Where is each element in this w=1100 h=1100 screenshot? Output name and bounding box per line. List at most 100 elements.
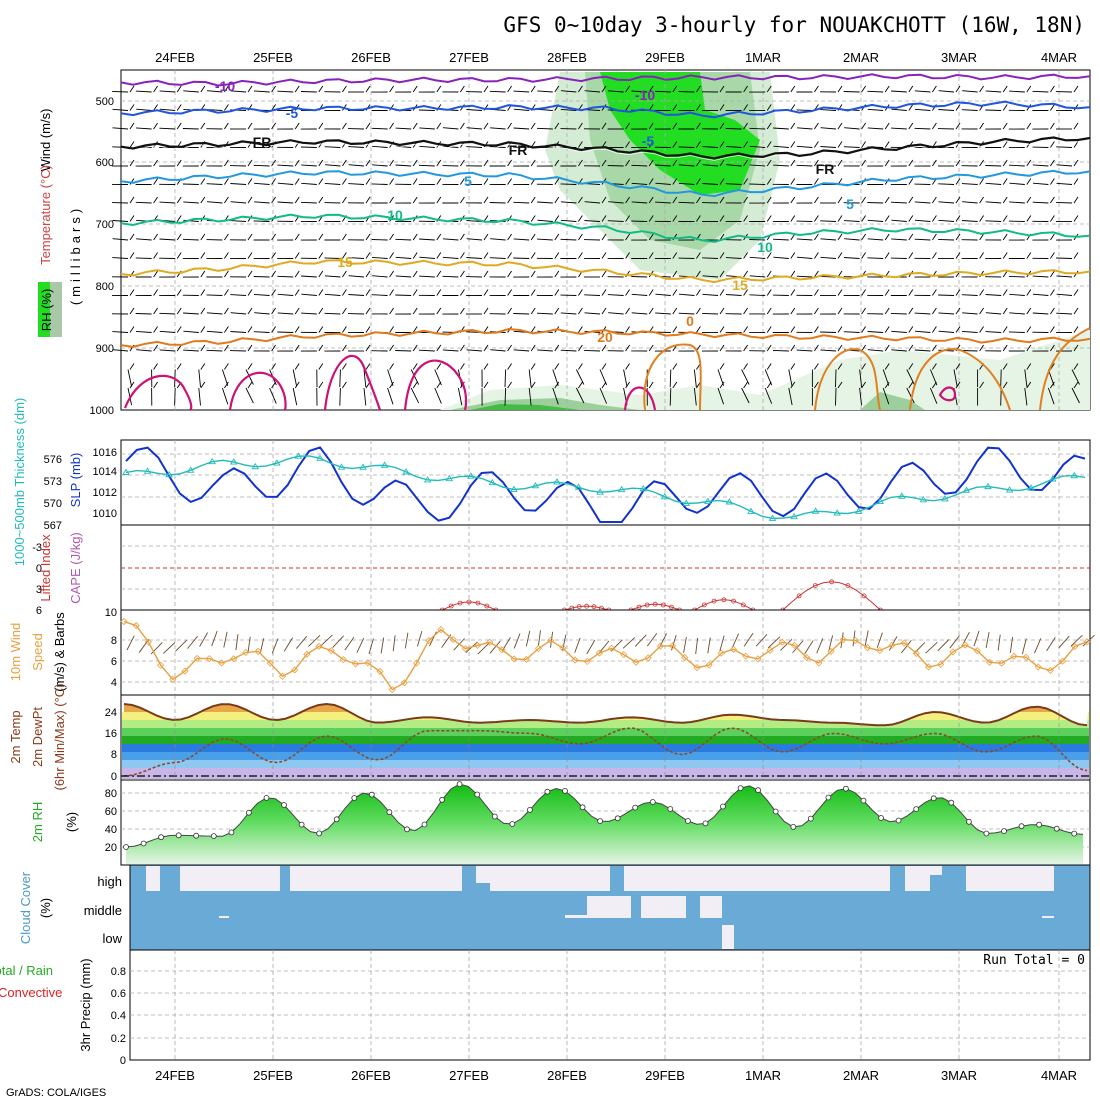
wind-barb (962, 312, 978, 315)
isotherm-label: 10 (387, 207, 403, 223)
wind-barb-feather (483, 233, 489, 241)
wind-barb-feather (719, 344, 725, 352)
wind-barb-feather (224, 196, 229, 204)
wind-speed-marker (1010, 652, 1018, 660)
rh2m-marker (895, 817, 902, 824)
wind-barb-feather (601, 196, 607, 204)
rh2m-marker (544, 788, 551, 795)
wind-barb-feather (342, 307, 347, 315)
wind-barb-feather (436, 326, 442, 333)
wind-barb (1071, 387, 1080, 404)
temp-band (122, 760, 1089, 768)
isotherm-label: 5 (846, 196, 854, 212)
cloud-level-low: low (102, 931, 122, 946)
wind-barb-feather (766, 326, 772, 333)
wind-barb-feather (1002, 381, 1008, 389)
wind-barb (277, 275, 294, 278)
wind-barb-feather (176, 196, 182, 204)
wind-barb-feather (153, 122, 158, 130)
wind-barb (1008, 164, 1025, 167)
wind-barb-feather (1050, 215, 1055, 222)
wind-speed-marker (547, 636, 555, 644)
wind-barb-feather (554, 270, 560, 278)
thickness-marker (898, 492, 906, 499)
wind-barb-feather (436, 381, 442, 389)
precip-tick: 0 (120, 1055, 126, 1067)
wind-barb (938, 312, 955, 315)
wind-barb-feather (1050, 252, 1055, 259)
wind-barb-feather (176, 215, 182, 222)
wind-barb-feather (790, 85, 796, 93)
wind-barb (135, 201, 152, 204)
rh2m-tick: 80 (105, 788, 117, 800)
wind-barb (182, 183, 199, 185)
wind-barb-feather (342, 122, 347, 130)
cloud-clear-patches (146, 866, 1054, 949)
wind-barb-feather (247, 270, 253, 278)
thickness-marker (811, 507, 820, 514)
wind-barb-feather (224, 381, 229, 389)
wind-barb-feather (837, 233, 843, 241)
wind-barb-feather (790, 159, 796, 167)
wind-barb (820, 256, 837, 259)
rh2m-marker (316, 830, 323, 837)
surface-barb (525, 630, 531, 647)
surface-barb (296, 636, 308, 649)
wind-barb-feather (743, 159, 748, 167)
precip-tick: 0.4 (111, 1010, 126, 1022)
wind-speed-marker (973, 647, 981, 655)
wind-barb (301, 293, 317, 296)
wind-barb (575, 369, 585, 385)
wind-barb (277, 293, 294, 296)
rh2m-marker (228, 829, 235, 836)
wind-barb (906, 369, 915, 385)
wind-barb-feather (1002, 307, 1008, 315)
wind-barb-feather (507, 270, 512, 278)
wind-barb-feather (1002, 233, 1008, 241)
wind-barb-feather (932, 326, 937, 333)
wind-barb-feather (530, 289, 536, 296)
surface-barb (308, 634, 321, 647)
wind-speed-marker (473, 641, 482, 649)
isotherm-line (120, 327, 1091, 348)
wind-barb-feather (530, 326, 536, 333)
wind-barb (466, 127, 483, 130)
wind-barb-feather (460, 196, 465, 204)
rh2m-marker (614, 815, 621, 822)
wind-speed-marker (1034, 663, 1042, 671)
wind-barb (112, 108, 129, 111)
isotherm-label: -10 (215, 78, 235, 94)
wind-barb (655, 201, 671, 204)
wind-barb-feather (766, 196, 772, 204)
thickness-marker (553, 478, 561, 485)
wind-barb-feather (247, 196, 253, 204)
wind-barb (607, 165, 624, 167)
wind-barb (372, 275, 388, 278)
wind-barb-feather (932, 307, 937, 315)
surface-barb (513, 633, 521, 649)
bottom-date-label: 24FEB (155, 1068, 195, 1083)
wind-barb-feather (436, 159, 442, 167)
surface-barb (804, 640, 814, 655)
wind-barb (1032, 312, 1049, 315)
isotherm-line (120, 73, 1091, 87)
wind-barb-feather (1050, 104, 1055, 111)
wind-barb (985, 331, 1002, 333)
wind-barb (796, 256, 813, 259)
wind-barb-feather (294, 381, 300, 389)
wind-barb (788, 387, 793, 406)
wind-barb-feather (507, 344, 512, 352)
wind-speed-marker (327, 646, 335, 655)
wind-barb-feather (1050, 85, 1055, 93)
cloud-clear-patch (905, 866, 930, 891)
wind-barb (678, 293, 695, 296)
wind-barb (669, 369, 672, 388)
wind-barb-feather (436, 178, 442, 185)
wind-barb (702, 312, 719, 315)
wind-barb-feather (483, 326, 489, 333)
wind-barb (772, 349, 789, 352)
surface-barb (707, 637, 711, 654)
wind-barb (206, 312, 223, 315)
thickness-marker (273, 459, 281, 466)
